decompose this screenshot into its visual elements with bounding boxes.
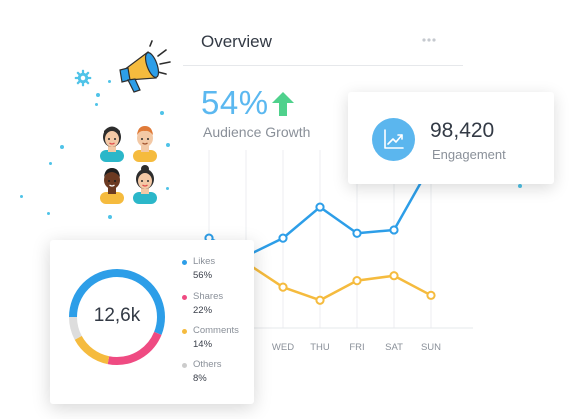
gear-icon <box>74 69 92 87</box>
engagement-label: Engagement <box>432 147 506 162</box>
more-icon[interactable] <box>421 36 437 44</box>
x-tick-label: THU <box>310 342 330 353</box>
decor-dot <box>60 145 64 149</box>
legend-label: Likes <box>193 256 216 267</box>
engagement-value: 98,420 <box>430 119 495 142</box>
series-yellow-point <box>278 282 288 292</box>
avatar <box>100 168 124 204</box>
panel-divider <box>183 65 463 66</box>
avatar <box>100 126 124 162</box>
series-yellow-line <box>245 261 432 302</box>
growth-value: 54% <box>201 84 269 121</box>
legend-label: Comments <box>193 325 239 336</box>
series-yellow-point <box>389 271 399 281</box>
decor-dot <box>108 80 111 83</box>
series-yellow-point <box>315 295 325 305</box>
engagement-card: 98,420 Engagement <box>348 92 554 184</box>
decor-dot <box>518 184 522 188</box>
decor-dot <box>95 103 98 106</box>
donut-slice <box>69 269 165 365</box>
panel-title: Overview <box>201 32 272 51</box>
legend-dot <box>182 295 187 300</box>
series-blue-point <box>352 228 362 238</box>
arrow-up-icon <box>272 92 294 116</box>
x-tick-label: WED <box>272 342 294 353</box>
avatar <box>133 165 157 204</box>
series-blue-point <box>315 202 325 212</box>
legend-pct: 8% <box>193 373 207 384</box>
megaphone-icon <box>119 40 171 93</box>
donut-slice <box>69 269 165 365</box>
x-tick-label: FRI <box>349 342 364 353</box>
chart-trend-icon <box>372 118 415 161</box>
legend-pct: 22% <box>193 305 213 316</box>
legend-label: Shares <box>193 291 224 302</box>
decor-dot <box>166 143 170 147</box>
growth-label: Audience Growth <box>203 124 311 140</box>
series-yellow-point <box>352 276 362 286</box>
donut-center-value: 12,6k <box>93 305 141 326</box>
decor-dot <box>20 195 23 198</box>
x-tick-label: SAT <box>385 342 403 353</box>
legend-label: Others <box>193 359 222 370</box>
x-tick-label: SUN <box>421 342 441 353</box>
legend-dot <box>182 329 187 334</box>
legend-dot <box>182 363 187 368</box>
decor-dot <box>166 187 169 190</box>
decor-dot <box>47 212 50 215</box>
series-yellow-point <box>426 290 436 300</box>
legend-pct: 14% <box>193 339 213 350</box>
decor-dot <box>96 93 100 97</box>
decor-dot <box>108 215 112 219</box>
donut-card: 12,6k Likes 56% Shares 22% Comments 14% … <box>50 240 254 404</box>
decor-dot <box>49 162 52 165</box>
decor-dot <box>160 111 164 115</box>
legend-pct: 56% <box>193 270 213 281</box>
donut-chart <box>69 269 165 365</box>
avatar <box>133 126 157 162</box>
legend-dot <box>182 260 187 265</box>
series-blue-point <box>389 225 399 235</box>
series-blue-point <box>278 233 288 243</box>
